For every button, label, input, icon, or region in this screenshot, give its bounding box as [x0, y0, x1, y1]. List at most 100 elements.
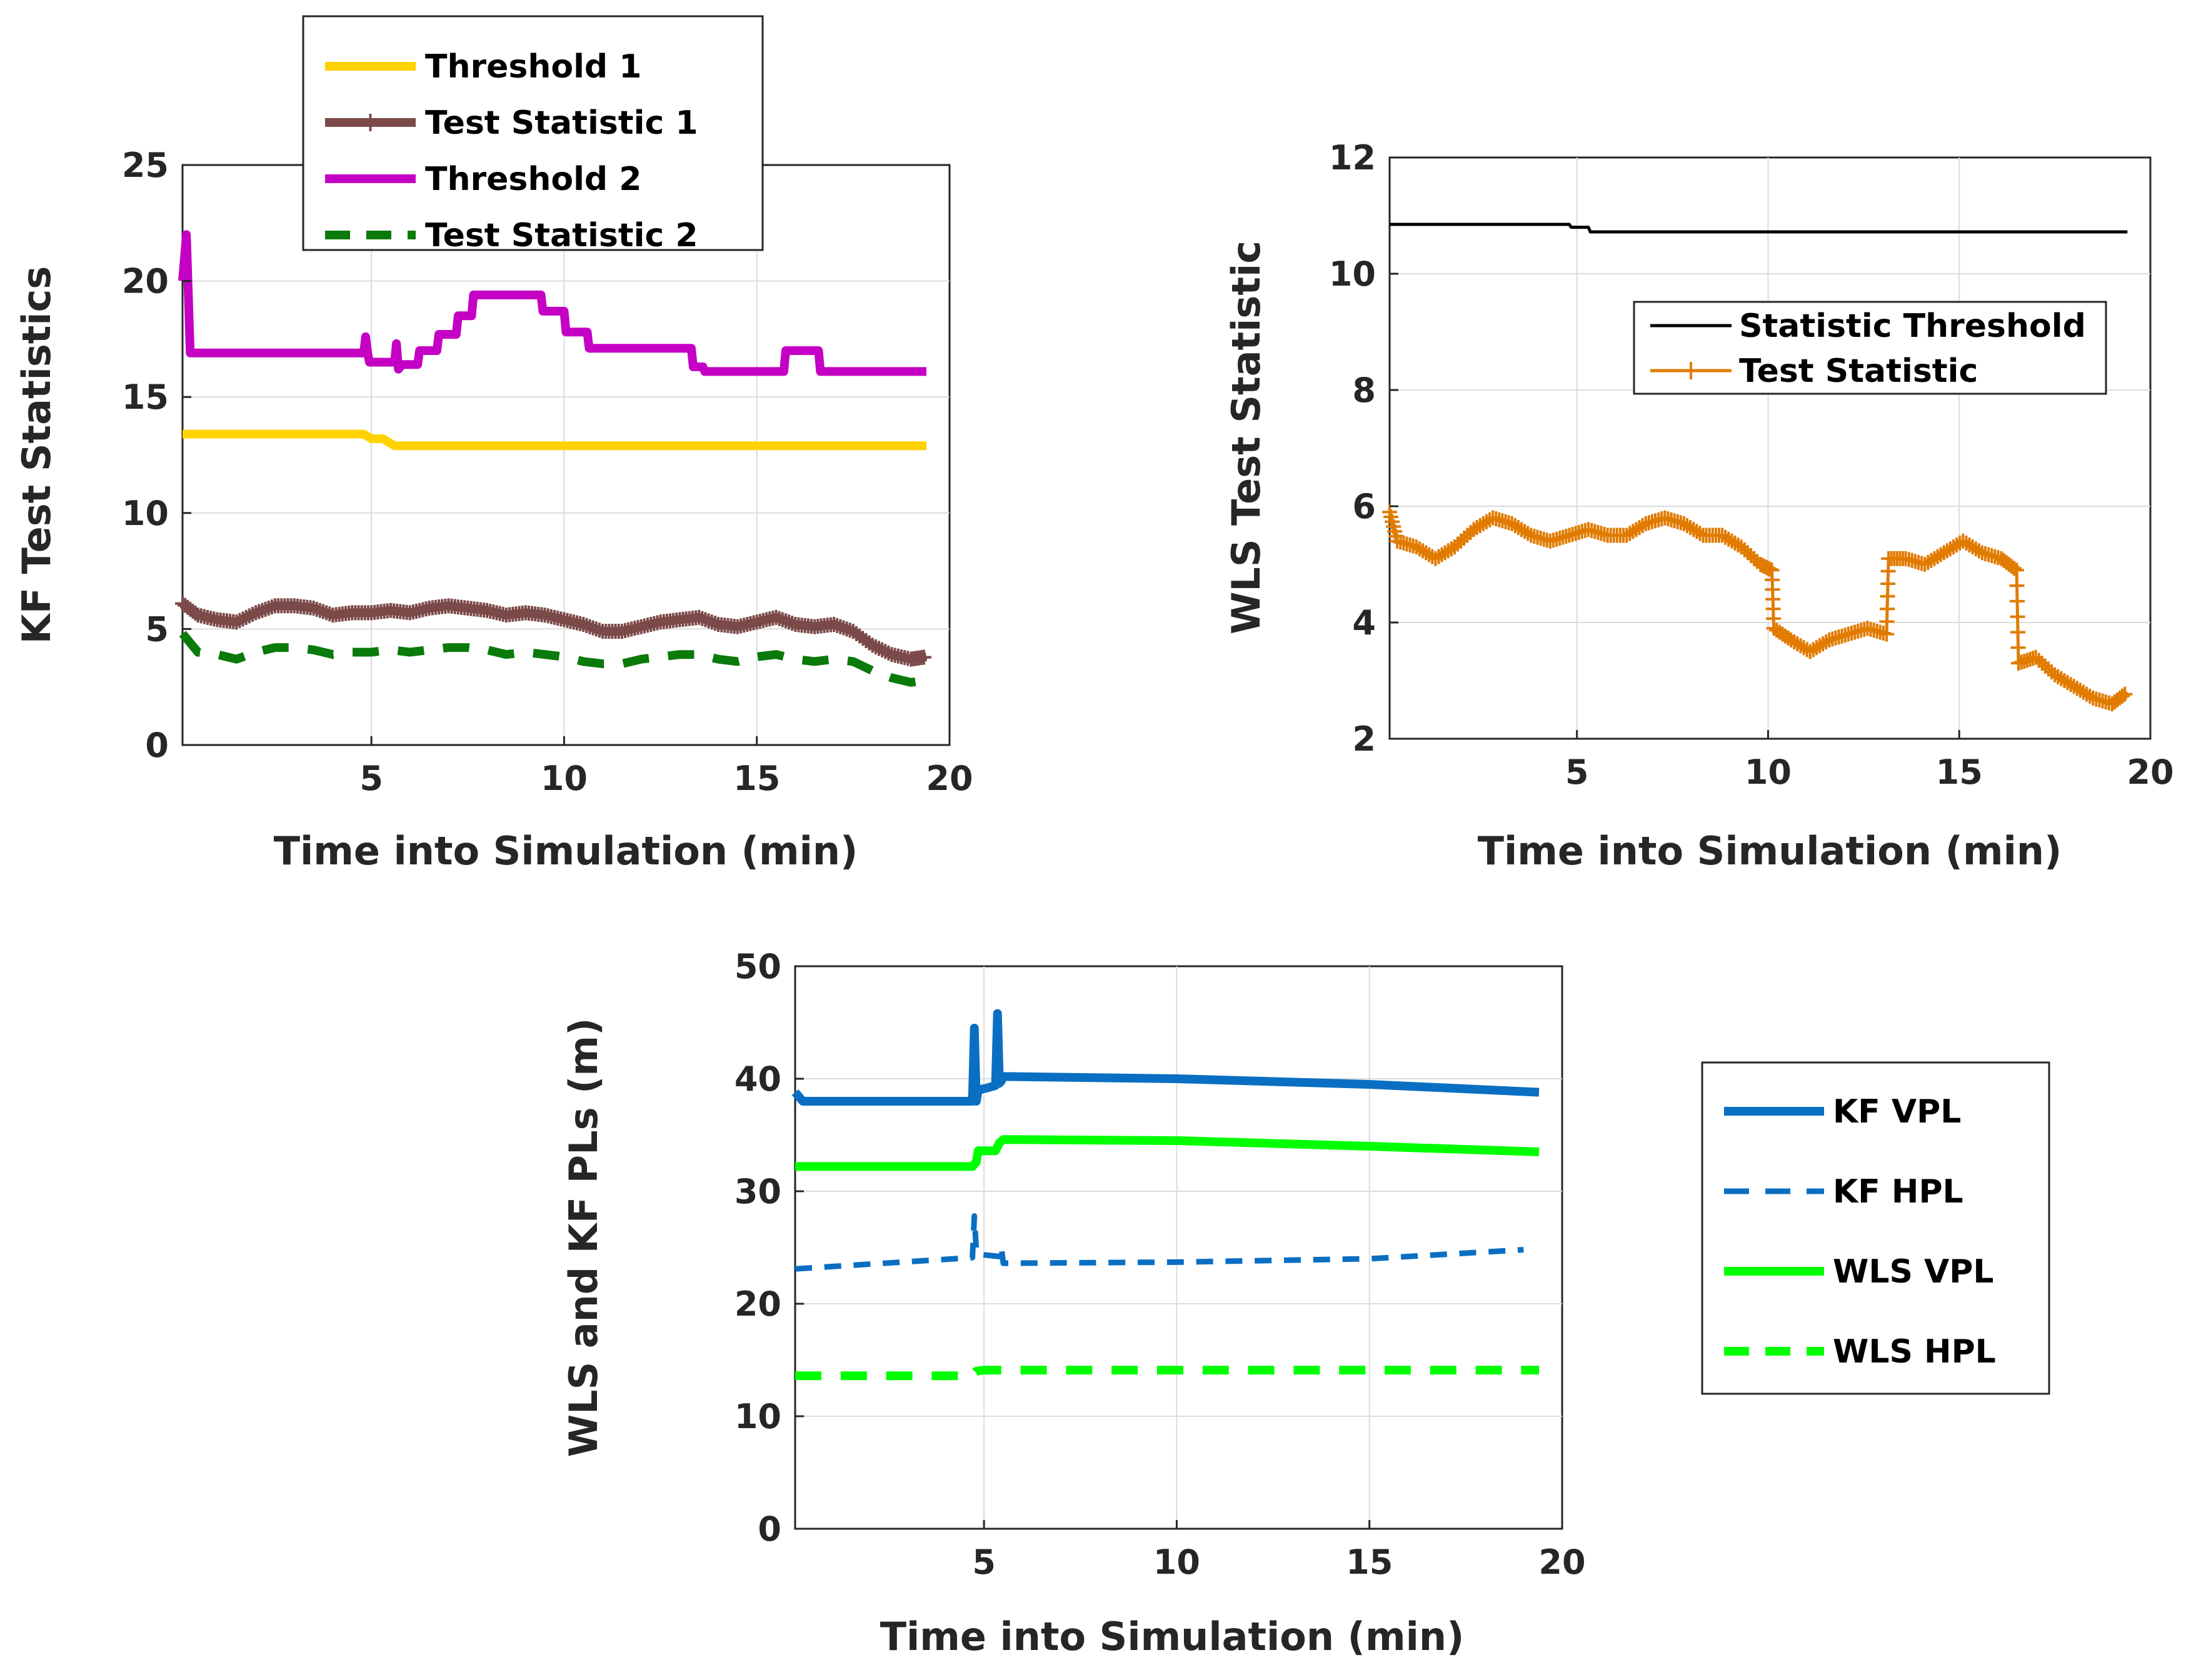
y-tick-label: 15 — [122, 378, 169, 417]
y-tick-label: 12 — [1329, 138, 1376, 178]
legend-label: Threshold 2 — [425, 161, 641, 198]
y-tick-label: 40 — [735, 1059, 781, 1099]
y-tick-label: 2 — [1352, 719, 1376, 759]
plus-marker — [871, 641, 886, 656]
y-tick-label: 10 — [122, 494, 169, 533]
kf-statistics-legend-box — [302, 15, 764, 251]
x-tick-label: 5 — [972, 1542, 996, 1582]
series-line-test-statistic-2 — [179, 631, 928, 687]
kf-statistics-legend: Threshold 1 Test Statistic 1 Threshold 2 Te… — [302, 15, 764, 254]
plus-marker — [1520, 526, 1536, 541]
x-tick-label: 20 — [2127, 752, 2173, 792]
plus-marker — [1635, 518, 1650, 533]
x-tick-label: 20 — [926, 759, 973, 798]
protection-levels-panel: 5 10 15 20 0 10 20 30 40 50 Time into Simulation … — [561, 947, 2050, 1659]
y-tick-label: 0 — [758, 1509, 781, 1549]
plus-marker — [1971, 543, 1987, 559]
kf-statistics-xlabel: Time into Simulation (min) — [274, 828, 858, 874]
y-tick-label: 25 — [122, 146, 169, 185]
x-tick-label: 15 — [1936, 752, 1983, 792]
plus-marker — [245, 606, 261, 622]
x-tick-label: 10 — [1153, 1542, 1200, 1582]
x-tick-label: 5 — [359, 759, 383, 798]
x-tick-label: 10 — [541, 759, 588, 798]
plus-marker — [2010, 640, 2026, 656]
plus-marker — [865, 638, 880, 653]
legend-label: WLS VPL — [1833, 1253, 1994, 1291]
legend-label: Test Statistic 1 — [425, 104, 698, 142]
series-line-wls-vpl — [795, 1135, 1540, 1171]
series-markers — [175, 596, 931, 667]
y-tick-label: 6 — [1352, 487, 1376, 526]
y-tick-label: 8 — [1352, 371, 1376, 410]
plus-marker — [2006, 561, 2022, 576]
plus-marker — [916, 649, 931, 665]
x-tick-label: 20 — [1538, 1542, 1585, 1582]
plus-marker — [878, 644, 893, 659]
plus-marker — [1818, 634, 1834, 649]
y-tick-label: 50 — [735, 947, 781, 986]
plus-marker — [2008, 562, 2024, 578]
wls-statistic-plot-area — [1388, 156, 2152, 740]
protection-levels-legend-box — [1701, 1061, 2050, 1395]
legend-label: Statistic Threshold — [1739, 308, 2086, 345]
plus-marker — [2010, 609, 2025, 624]
plus-marker — [2082, 688, 2098, 704]
plus-marker — [2117, 686, 2133, 702]
plus-marker — [881, 645, 896, 661]
legend-label: KF VPL — [1833, 1093, 1961, 1131]
y-tick-label: 5 — [145, 609, 169, 649]
plus-marker — [232, 612, 248, 628]
x-tick-label: 10 — [1745, 752, 1792, 792]
series-line-kf-hpl — [795, 1213, 1524, 1272]
legend-plus-marker — [1682, 362, 1700, 379]
y-tick-label: 10 — [735, 1397, 781, 1436]
y-tick-label: 20 — [735, 1284, 781, 1324]
plus-marker — [1880, 563, 1896, 579]
kf-statistics-ylabel: KF Test Statistics — [14, 266, 59, 644]
y-tick-label: 10 — [1329, 254, 1376, 294]
x-tick-label: 5 — [1565, 752, 1589, 792]
legend-label: KF HPL — [1833, 1173, 1963, 1211]
plus-marker — [1879, 626, 1895, 642]
plus-marker — [235, 611, 251, 627]
x-tick-label: 15 — [1346, 1542, 1393, 1582]
plus-marker — [1692, 526, 1708, 541]
legend-plus-marker — [361, 114, 379, 131]
plus-marker — [2010, 624, 2025, 640]
legend-label: Test Statistic — [1739, 352, 1978, 390]
plus-marker — [238, 609, 254, 625]
plus-marker — [868, 639, 883, 654]
protection-levels-ylabel: WLS and KF PLs (m) — [561, 1018, 606, 1458]
y-tick-label: 0 — [145, 726, 169, 765]
plus-marker — [2115, 688, 2130, 704]
wls-statistic-ylabel: WLS Test Statistic — [1223, 241, 1269, 634]
plus-marker — [1879, 614, 1895, 629]
protection-levels-xlabel: Time into Simulation (min) — [880, 1614, 1465, 1659]
series-line-threshold-2 — [178, 230, 926, 376]
legend-label: Threshold 1 — [425, 48, 641, 86]
wls-statistic-panel: 5 10 15 20 2 4 6 8 10 12 Time into Simulation (mi… — [1223, 138, 2174, 874]
kf-statistics-panel: 5 10 15 20 0 5 10 15 20 25 Time into Simulation (… — [14, 15, 973, 874]
legend-label: WLS HPL — [1833, 1333, 1996, 1371]
series-line-statistic-threshold — [1390, 222, 2128, 234]
y-tick-label: 4 — [1352, 603, 1376, 642]
series-markers — [1382, 504, 2133, 712]
plus-marker — [1880, 576, 1896, 591]
legend-label: Test Statistic 2 — [425, 217, 698, 254]
series-line-kf-vpl — [791, 1009, 1540, 1106]
protection-levels-legend: KF VPL KF HPL WLS VPL WLS HPL — [1701, 1061, 2050, 1395]
plus-marker — [1880, 589, 1895, 604]
plus-marker — [1880, 601, 1895, 617]
series-line-wls-hpl — [795, 1366, 1539, 1381]
wls-statistic-xlabel: Time into Simulation (min) — [1478, 828, 2062, 874]
y-tick-label: 20 — [122, 262, 169, 301]
plus-marker — [241, 608, 257, 624]
plus-marker — [2009, 593, 2025, 609]
x-tick-label: 15 — [733, 759, 780, 798]
series-line-threshold-1 — [183, 429, 926, 451]
plus-marker — [2009, 578, 2025, 594]
plus-marker — [229, 614, 244, 630]
wls-statistic-legend-box — [1633, 301, 2107, 395]
